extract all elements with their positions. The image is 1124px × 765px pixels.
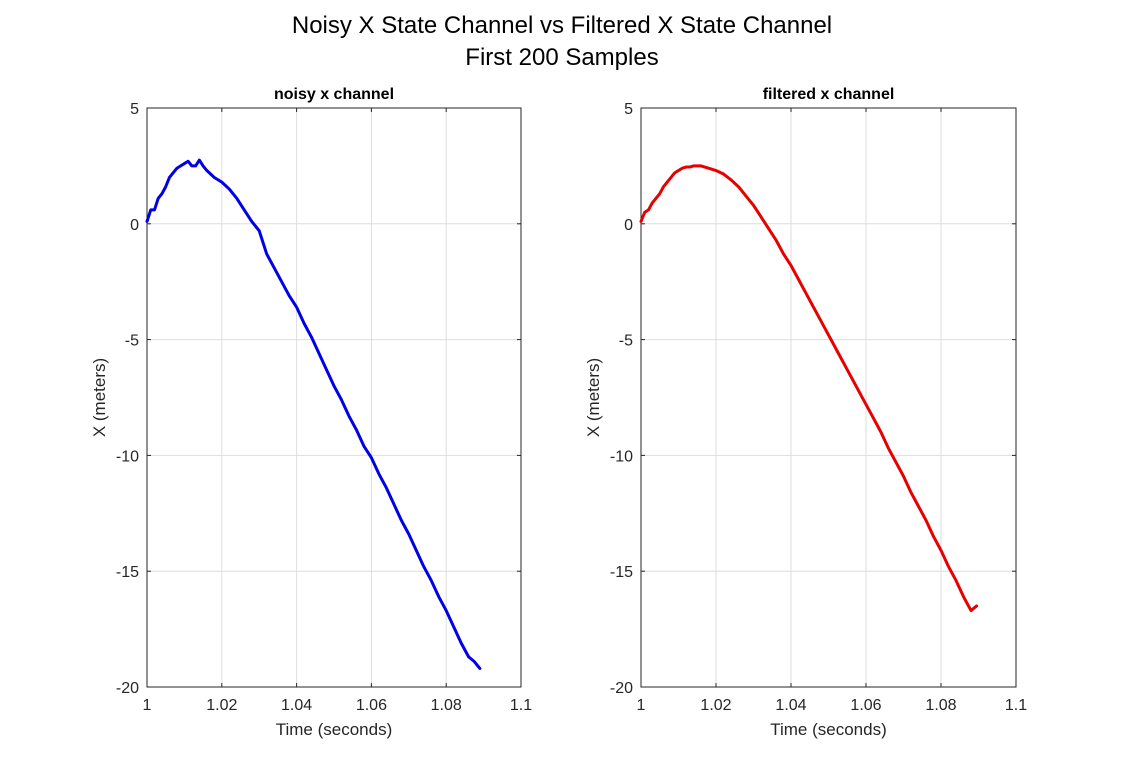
y-tick-label: 5 bbox=[130, 101, 139, 118]
filtered-x-channel-axes: filtered x channel Time (seconds) X (met… bbox=[584, 86, 1027, 739]
y-tick-label: -10 bbox=[610, 448, 633, 465]
y-tick-label: 0 bbox=[130, 217, 139, 234]
series-line bbox=[145, 158, 482, 670]
x-tick-label: 1.08 bbox=[431, 697, 462, 714]
figure-title-line-1: Noisy X State Channel vs Filtered X Stat… bbox=[292, 12, 832, 39]
noisy-x-channel-axes: noisy x channel Time (seconds) X (meters… bbox=[90, 86, 532, 739]
x-tick-label: 1 bbox=[637, 697, 646, 714]
axes-frame bbox=[640, 107, 1017, 688]
axes-title: filtered x channel bbox=[763, 86, 895, 103]
x-tick-label: 1 bbox=[143, 697, 152, 714]
x-tick-label: 1.06 bbox=[356, 697, 387, 714]
x-tick-label: 1.06 bbox=[850, 697, 881, 714]
axes-frame bbox=[146, 107, 522, 688]
y-tick-label: -10 bbox=[116, 448, 139, 465]
series-line bbox=[639, 164, 979, 613]
y-tick-label: -15 bbox=[610, 564, 633, 581]
plot-area bbox=[146, 107, 522, 688]
y-tick-label: 5 bbox=[624, 101, 633, 118]
x-tick-label: 1.1 bbox=[1005, 697, 1027, 714]
y-tick-label: -15 bbox=[116, 564, 139, 581]
y-tick-label: -20 bbox=[610, 680, 633, 697]
y-tick-label: -20 bbox=[116, 680, 139, 697]
x-axis-label: Time (seconds) bbox=[276, 720, 393, 739]
plot-area bbox=[640, 107, 1017, 688]
y-axis-label: X (meters) bbox=[90, 358, 109, 437]
y-tick-label: -5 bbox=[619, 333, 633, 350]
x-axis-label: Time (seconds) bbox=[770, 720, 887, 739]
x-tick-label: 1.04 bbox=[775, 697, 806, 714]
y-tick-label: -5 bbox=[125, 333, 139, 350]
y-tick-label: 0 bbox=[624, 217, 633, 234]
y-axis-label: X (meters) bbox=[584, 358, 603, 437]
x-tick-label: 1.02 bbox=[700, 697, 731, 714]
x-tick-label: 1.08 bbox=[925, 697, 956, 714]
axes-title: noisy x channel bbox=[274, 86, 394, 103]
x-tick-label: 1.1 bbox=[510, 697, 532, 714]
figure-title-line-2: First 200 Samples bbox=[465, 44, 658, 71]
x-tick-label: 1.02 bbox=[206, 697, 237, 714]
x-tick-label: 1.04 bbox=[281, 697, 312, 714]
